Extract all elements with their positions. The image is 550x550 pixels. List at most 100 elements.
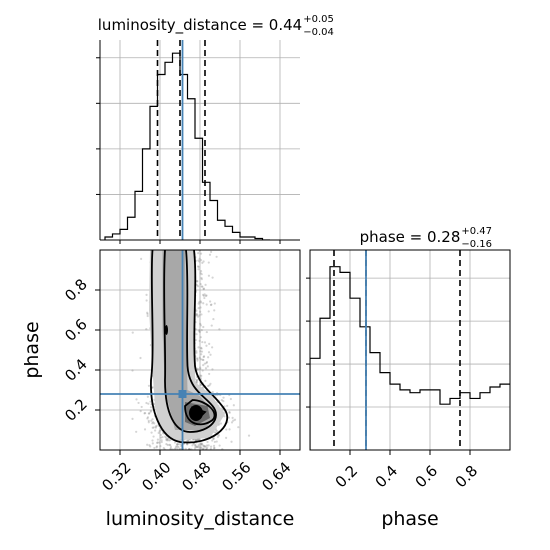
y-tick-label: 0.6 [61,315,91,345]
sample-point [222,396,225,399]
sample-point [199,306,202,309]
sample-point [203,362,206,365]
sample-point [193,443,196,447]
sample-point [213,440,216,444]
sample-point [217,434,221,437]
sample-point [177,445,180,449]
sample-point [197,302,200,305]
sample-point [169,445,172,448]
sample-point [209,353,212,356]
sample-point [176,442,179,446]
sample-point [196,279,199,283]
sample-point [228,411,231,414]
sample-point [212,437,215,441]
sample-point [204,294,208,297]
sample-point [199,324,202,327]
sample-point [207,384,210,388]
sample-point [151,442,154,445]
phase-title: phase = 0.28 [360,228,461,246]
sample-point [204,283,207,286]
sample-point [131,369,134,372]
density-contours [150,250,228,444]
sample-point [186,439,189,442]
sample-point [211,439,214,442]
sample-point [201,261,204,264]
sample-point [199,310,202,313]
sample-point [199,252,203,255]
sample-point [198,339,201,342]
sample-point [229,397,232,401]
sample-point [146,416,150,419]
sample-point [202,447,205,450]
sample-point [158,430,161,433]
sample-point [206,440,209,444]
sample-point [215,429,219,433]
sample-point [154,426,157,429]
sample-point [200,443,203,446]
sample-point [140,257,143,260]
x-tick-label: 0.6 [412,462,442,492]
sample-point [199,358,203,361]
sample-point [202,293,205,296]
sample-point [199,442,203,446]
sample-point [202,444,206,448]
sample-point [186,443,189,446]
sample-point [151,426,154,429]
sample-point [184,447,187,450]
phase-histogram-panel: 0.2 0.4 0.6 0.8 phase = 0.28 +0.47 −0.16 [306,226,511,492]
sample-point [149,409,153,412]
sample-point [149,410,152,413]
sample-point [195,333,198,336]
sample-point [197,445,200,448]
sample-point [139,410,142,413]
sample-point [205,294,208,297]
histogram-line [310,266,510,450]
sample-point [225,428,228,431]
sample-point [211,346,214,349]
sample-point [201,443,204,446]
sample-point [209,303,213,307]
sample-point [215,255,218,258]
sample-point [206,365,209,368]
sample-point [152,435,155,438]
sample-point [199,336,202,339]
histogram-axes: 0.2 0.4 0.6 0.8 [306,249,511,492]
sample-point [214,431,217,434]
histogram-axes [96,40,300,244]
sample-point [195,312,198,316]
sample-point [205,360,209,364]
sample-point [146,395,149,398]
sample-point [205,330,208,334]
y-tick-label: 0.4 [61,355,91,385]
sample-point [207,351,211,354]
sample-point [202,287,206,290]
sample-point [208,342,211,345]
sample-point [203,341,207,344]
sample-point [226,404,229,407]
sample-point [186,443,189,446]
sample-point [199,350,202,353]
sample-point [199,322,202,325]
sample-point [140,405,143,409]
sample-point [198,438,201,441]
sample-point [156,441,159,444]
sample-point [195,309,198,312]
sample-point [159,436,163,439]
sample-point [166,438,169,441]
sample-point [145,401,148,405]
sample-point [195,445,198,449]
sample-point [149,445,152,448]
sample-point [195,350,198,353]
sample-point [147,412,151,415]
sample-point [200,446,203,450]
sample-point [199,367,202,371]
sample-point [178,443,181,446]
sample-point [155,446,158,449]
sample-point [202,355,205,359]
sample-point [178,447,181,450]
sample-point [176,447,179,450]
sample-point [157,431,160,435]
sample-point [199,374,202,377]
sample-point [212,444,216,447]
